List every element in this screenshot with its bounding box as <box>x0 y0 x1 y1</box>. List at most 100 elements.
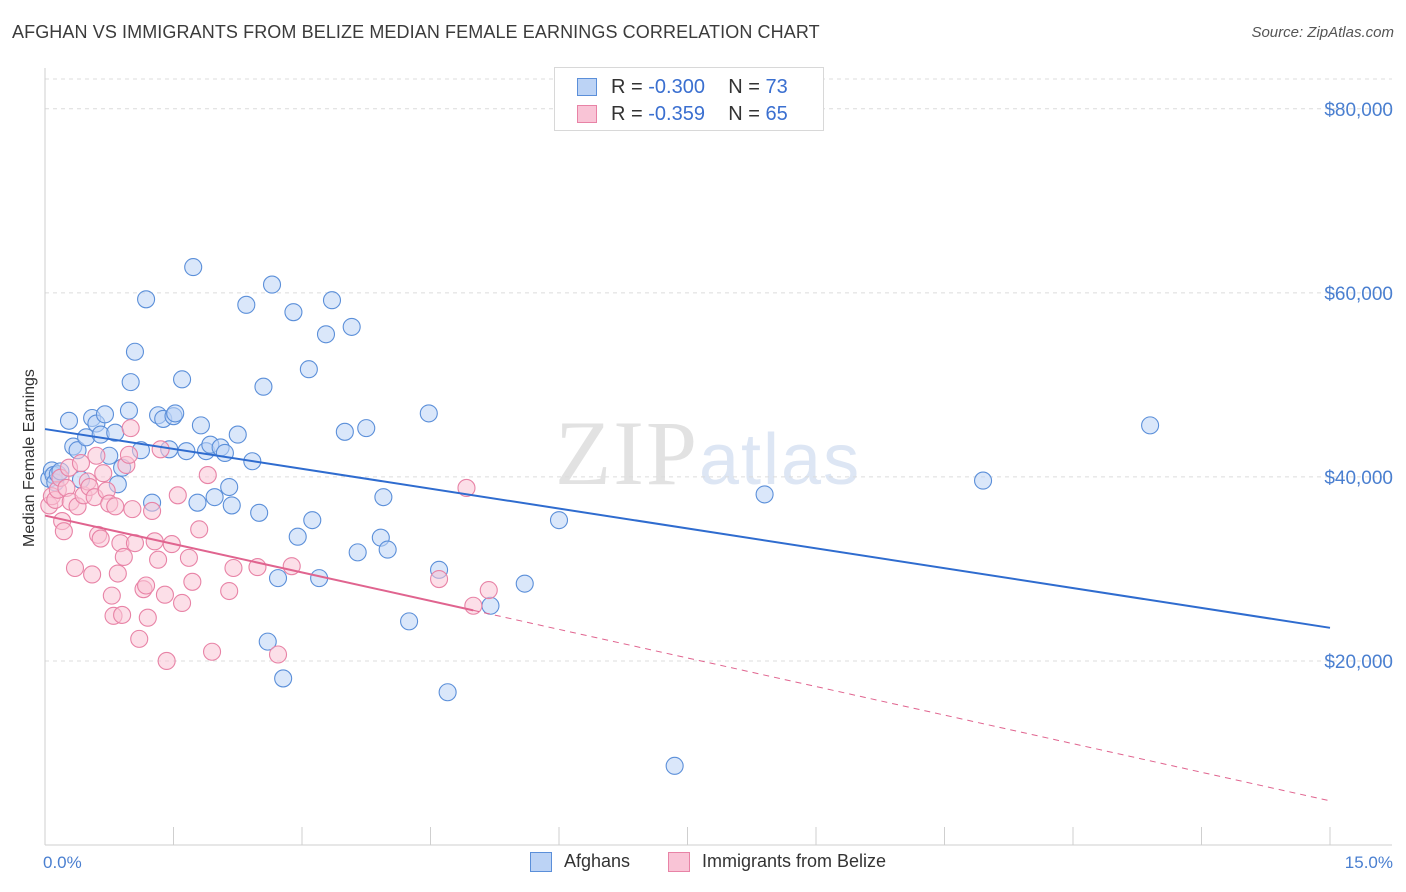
y-tick-label-2: $60,000 <box>1324 284 1393 305</box>
legend-r-value-belize: -0.359 <box>648 102 705 125</box>
chart-title: AFGHAN VS IMMIGRANTS FROM BELIZE MEDIAN … <box>12 22 820 42</box>
belize-point-40 <box>143 501 162 521</box>
afghans-point-73 <box>755 485 774 504</box>
afghans-point-56 <box>316 325 336 344</box>
legend-swatch-belize <box>668 851 690 872</box>
belize-point-12 <box>71 454 91 473</box>
watermark-atlas: atlas <box>699 420 862 500</box>
afghans-point-59 <box>342 317 361 336</box>
belize-point-49 <box>179 548 198 567</box>
afghans-point-74 <box>973 471 993 490</box>
afghans-point-68 <box>438 683 457 702</box>
belize-point-53 <box>203 642 222 661</box>
legend-item-afghans[interactable]: Afghans <box>530 851 630 872</box>
gridlines <box>45 78 1392 662</box>
afghans-point-45 <box>250 503 269 522</box>
afghans-point-70 <box>515 574 534 593</box>
afghans-point-41 <box>222 496 241 515</box>
afghans-point-23 <box>137 290 156 309</box>
belize-point-27 <box>108 564 127 583</box>
x-tick-label-start: 0.0% <box>43 853 82 872</box>
afghans-point-71 <box>549 511 569 530</box>
afghans-point-58 <box>335 422 354 441</box>
afghans-point-40 <box>220 477 239 497</box>
belize-point-45 <box>157 651 176 671</box>
belize-point-59 <box>430 570 449 589</box>
belize-point-10 <box>65 558 85 578</box>
belize-point-55 <box>224 558 243 578</box>
afghans-point-39 <box>215 443 234 463</box>
y-tick-label-1: $40,000 <box>1324 468 1393 489</box>
belize-point-61 <box>464 596 483 615</box>
legend-row-afghans: R = -0.300 N = 73 <box>577 74 788 100</box>
belize-point-57 <box>268 645 288 664</box>
trend-lines <box>44 428 1331 802</box>
afghans-point-54 <box>303 511 322 530</box>
legend-swatch-afghans <box>577 78 597 96</box>
belize-point-36 <box>130 629 149 648</box>
legend-n-label: N = <box>728 75 760 98</box>
afghans-point-53 <box>299 360 318 379</box>
afghans-point-66 <box>419 404 438 423</box>
afghans-point-57 <box>322 291 342 310</box>
legend-swatch-belize <box>577 105 597 123</box>
afghans-point-32 <box>184 258 203 277</box>
legend-swatch-afghans <box>530 851 552 872</box>
legend-n-value-afghans: 73 <box>765 75 788 98</box>
axes <box>44 68 1392 846</box>
afghans-point-30 <box>173 370 192 389</box>
belize-point-33 <box>121 419 140 438</box>
belize-points <box>40 419 498 671</box>
legend-r-label: R = <box>611 102 643 125</box>
afghans-point-34 <box>191 416 210 435</box>
afghans-point-65 <box>400 612 419 631</box>
legend-n-value-belize: 65 <box>765 102 788 125</box>
trend-line-1 <box>44 514 474 612</box>
afghans-point-21 <box>125 342 144 361</box>
belize-point-24 <box>102 586 121 605</box>
afghans-point-72 <box>665 756 684 775</box>
afghans-point-47 <box>258 632 277 651</box>
bottom-legend: Afghans Immigrants from Belize <box>0 851 1406 879</box>
belize-point-32 <box>119 445 139 464</box>
afghans-point-49 <box>268 569 288 588</box>
afghans-point-75 <box>1141 416 1160 435</box>
belize-point-18 <box>87 446 106 465</box>
belize-point-54 <box>220 581 239 601</box>
watermark-zip: ZIP <box>555 402 699 504</box>
belize-point-34 <box>123 500 142 519</box>
trend-line-2 <box>473 609 1331 802</box>
belize-point-48 <box>173 593 192 613</box>
belize-point-44 <box>155 585 174 604</box>
afghans-point-46 <box>254 377 273 396</box>
legend-item-belize[interactable]: Immigrants from Belize <box>668 851 886 872</box>
afghans-point-20 <box>121 373 140 392</box>
belize-point-52 <box>198 466 217 485</box>
belize-point-30 <box>114 547 133 567</box>
belize-point-60 <box>457 478 476 497</box>
belize-point-16 <box>83 565 102 584</box>
belize-point-42 <box>149 550 168 569</box>
legend-n-label: N = <box>728 102 760 125</box>
belize-point-29 <box>113 605 132 624</box>
afghans-point-51 <box>284 303 303 322</box>
afghans-point-43 <box>237 295 256 314</box>
afghans-point-48 <box>262 275 282 294</box>
y-tick-label-0: $20,000 <box>1324 652 1393 673</box>
afghans-point-64 <box>378 540 397 559</box>
belize-point-50 <box>183 572 202 591</box>
legend-label-afghans: Afghans <box>564 851 631 871</box>
legend-r-label: R = <box>611 75 643 98</box>
legend-row-belize: R = -0.359 N = 65 <box>577 101 788 127</box>
afghans-point-19 <box>119 401 139 420</box>
belize-point-39 <box>138 608 157 627</box>
belize-point-47 <box>168 486 187 505</box>
belize-point-51 <box>190 520 209 539</box>
afghans-point-6 <box>59 411 79 430</box>
y-axis-label: Median Female Earnings <box>21 369 38 547</box>
trend-line-0 <box>44 428 1331 629</box>
afghans-point-33 <box>188 493 207 512</box>
afghans-point-29 <box>166 404 185 423</box>
afghans-point-37 <box>205 488 224 507</box>
